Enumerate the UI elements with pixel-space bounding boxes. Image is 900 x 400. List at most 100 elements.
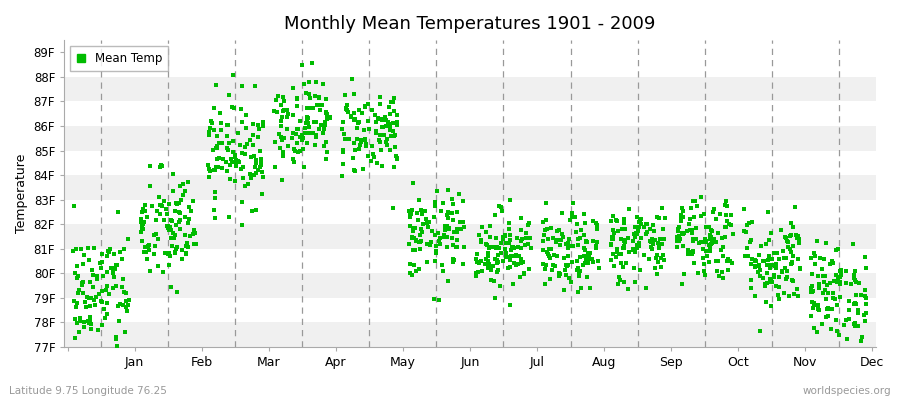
Point [68,335,82,341]
Point [340,106,355,113]
Point [207,105,221,111]
Point [289,126,303,133]
Point [377,116,392,122]
Point [428,203,443,209]
Point [414,226,428,233]
Point [235,119,249,125]
Point [168,200,183,207]
Point [450,228,464,235]
Point [403,223,418,229]
Point [231,158,246,164]
Point [485,263,500,270]
Point [744,261,759,267]
Point [709,215,724,222]
Point [605,234,619,240]
Point [303,104,318,111]
Point [632,240,646,246]
Point [646,240,661,247]
Point [760,280,774,286]
Point [769,264,783,271]
Point [549,239,563,245]
Point [825,260,840,266]
Point [829,316,843,323]
Point [820,282,834,288]
Point [493,240,508,246]
Point [622,206,636,212]
Point [684,204,698,211]
Point [779,238,794,244]
Point [314,122,328,128]
Point [172,210,186,216]
Point [488,256,502,262]
Point [418,208,432,214]
Point [344,112,358,119]
Point [94,298,108,304]
Point [793,266,807,272]
Point [354,138,368,145]
Point [286,85,301,91]
Point [642,256,656,262]
Point [352,146,366,152]
Point [275,94,290,100]
Point [501,240,516,246]
Point [513,260,527,266]
Point [405,234,419,240]
Point [106,285,121,292]
Point [296,135,310,142]
Point [632,243,646,249]
Point [248,160,263,166]
Point [422,219,436,226]
Point [606,236,620,242]
Point [651,240,665,246]
Point [481,264,495,271]
Point [574,227,589,233]
Point [636,224,651,231]
Point [102,249,116,256]
Point [183,232,197,239]
Point [94,322,109,328]
Point [456,219,471,226]
Point [711,230,725,236]
Point [644,226,658,232]
Point [743,237,758,244]
Point [832,246,846,252]
Point [414,238,428,244]
Point [302,124,317,130]
Point [513,274,527,280]
Point [89,294,104,300]
Point [274,114,289,120]
Point [68,270,83,276]
Point [93,260,107,266]
Point [290,96,304,103]
Point [238,124,253,131]
Point [670,244,684,250]
Point [632,223,646,230]
Point [316,143,330,149]
Point [390,155,404,161]
Point [379,139,393,145]
Point [221,214,236,220]
Point [389,153,403,159]
Point [86,272,100,278]
Point [685,230,699,236]
Point [203,168,218,175]
Point [634,221,649,228]
Point [492,244,507,251]
Point [639,231,653,238]
Point [710,268,724,275]
Point [427,296,441,303]
Point [740,222,754,228]
Point [828,296,842,302]
Point [506,281,520,287]
Point [775,269,789,275]
Point [428,258,443,264]
Point [646,228,661,234]
Point [542,246,556,252]
Point [320,149,335,156]
Point [436,232,451,238]
Point [704,241,718,247]
Point [67,298,81,304]
Point [269,97,284,104]
Point [482,223,497,229]
Point [153,202,167,208]
